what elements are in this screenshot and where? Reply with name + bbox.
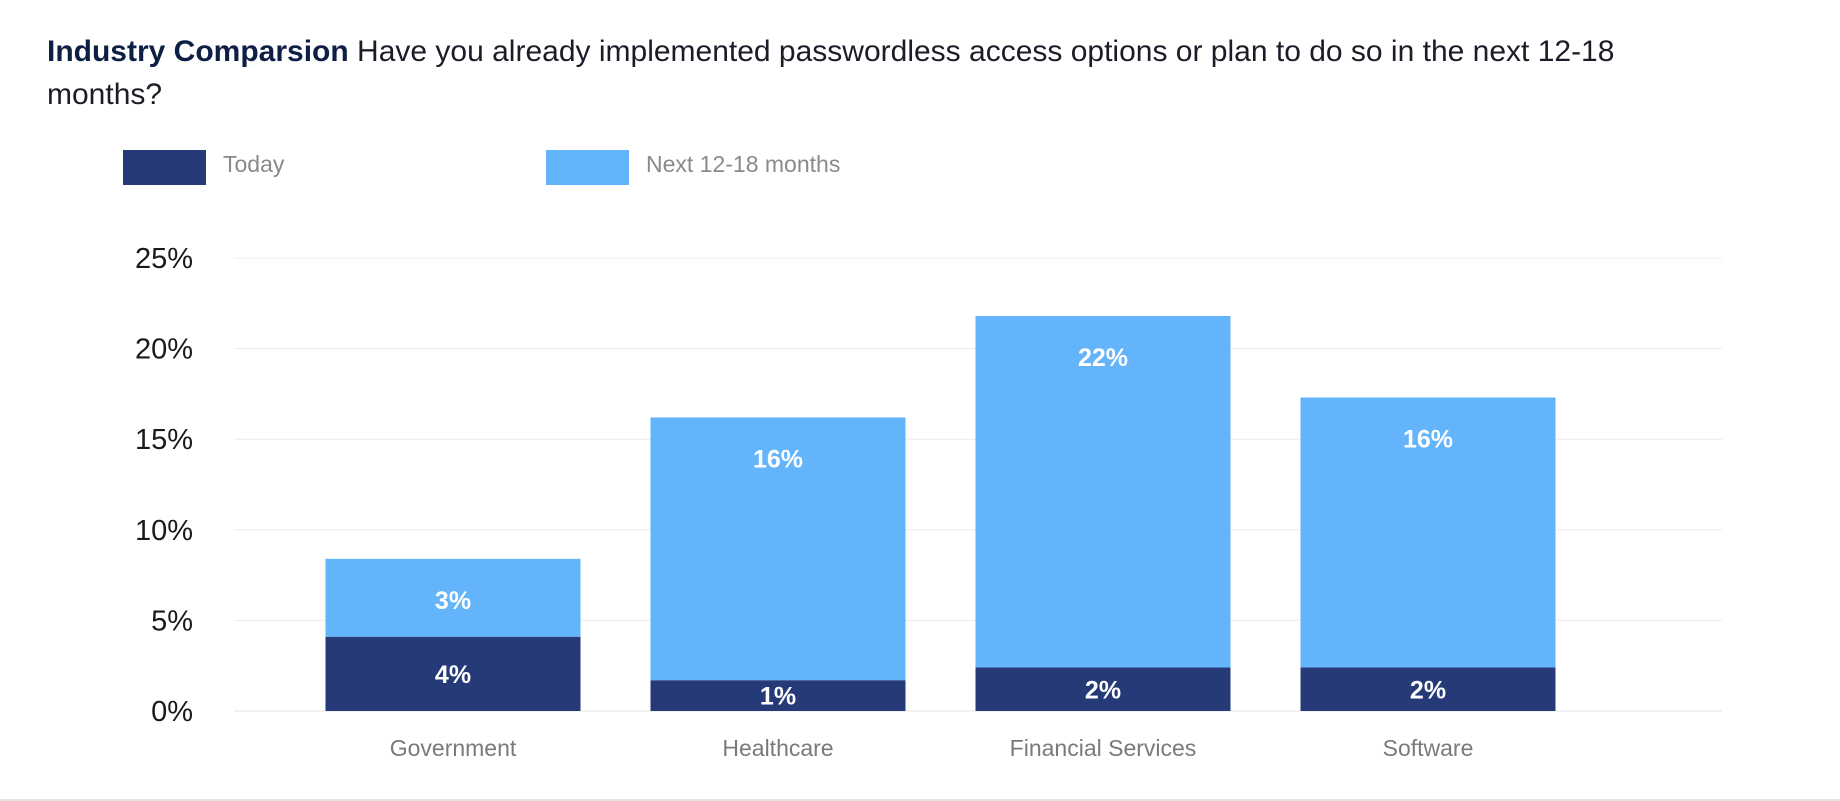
bar-healthcare-today (650, 680, 906, 711)
data-label-government-today: 4% (435, 661, 471, 689)
bar-software-next (1300, 397, 1556, 668)
data-label-healthcare-today: 1% (760, 683, 796, 711)
bar-government-next (325, 558, 581, 637)
y-tick-label-3: 15% (135, 424, 193, 456)
y-tick-label-4: 20% (135, 334, 193, 366)
x-category-label-2: Financial Services (1010, 735, 1197, 761)
bars: 4% 3% 1% 16% 2% 22% 2% 16% (325, 315, 1556, 711)
bar-financial-services-today (975, 667, 1231, 711)
x-category-label-0: Government (390, 735, 517, 761)
x-category-label-3: Software (1383, 735, 1474, 761)
data-label-financial-services-next: 22% (1078, 344, 1128, 372)
data-label-government-next: 3% (435, 587, 471, 615)
x-category-label-1: Healthcare (722, 735, 833, 761)
bar-government-today (325, 636, 581, 711)
chart-title-bold: Industry Comparsion (47, 35, 349, 68)
bar-financial-services-next (975, 315, 1231, 668)
x-axis: Government Healthcare Financial Services So… (390, 735, 1474, 761)
y-tick-label-0: 0% (151, 696, 193, 728)
legend: Today Next 12-18 months (123, 150, 840, 185)
y-axis: 0% 5% 10% 15% 20% 25% (135, 243, 193, 728)
legend-label-1: Next 12-18 months (646, 151, 840, 177)
chart-title-question: Have you already implemented passwordles… (47, 35, 1615, 111)
y-tick-label-2: 10% (135, 515, 193, 547)
y-tick-label-5: 25% (135, 243, 193, 275)
chart-title: Industry Comparsion Have you already imp… (47, 30, 1687, 116)
legend-swatch-0 (123, 150, 206, 185)
legend-label-0: Today (223, 151, 285, 177)
bottom-divider (0, 799, 1840, 801)
data-label-software-today: 2% (1410, 676, 1446, 704)
data-label-software-next: 16% (1403, 426, 1453, 454)
data-label-healthcare-next: 16% (753, 445, 803, 473)
y-tick-label-1: 5% (151, 605, 193, 637)
bar-software-today (1300, 667, 1556, 711)
data-label-financial-services-today: 2% (1085, 676, 1121, 704)
legend-swatch-1 (546, 150, 629, 185)
bar-healthcare-next (650, 417, 906, 681)
